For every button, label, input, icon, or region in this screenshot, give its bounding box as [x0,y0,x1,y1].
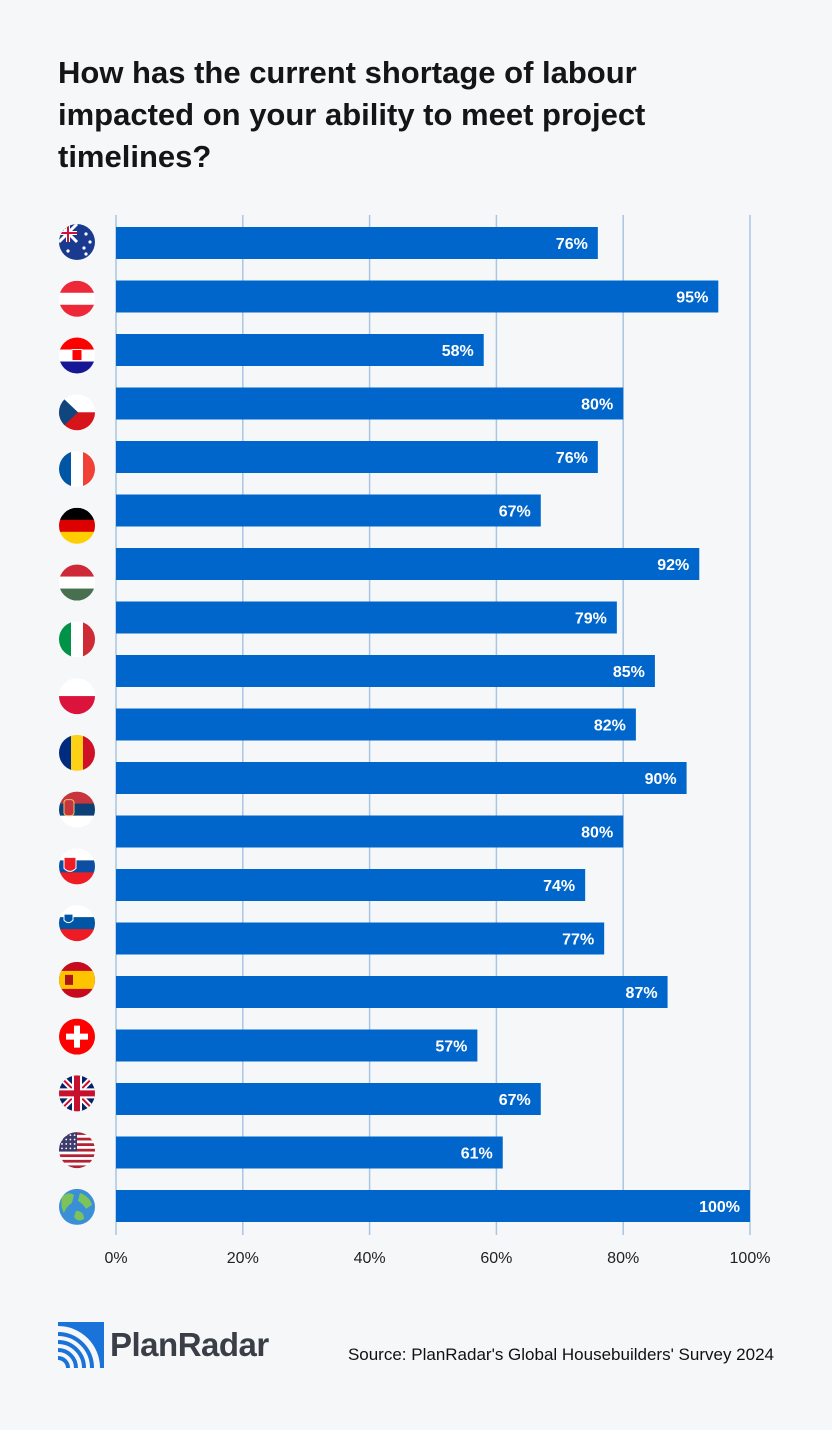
x-tick-label: 60% [480,1250,512,1267]
x-tick-label: 100% [730,1250,771,1267]
source-note: Source: PlanRadar's Global Housebuilders… [347,1345,774,1364]
bar [116,601,617,634]
logo-text: PlanRadar [110,1326,269,1363]
flag-austria-icon [59,280,95,317]
bar [116,387,624,420]
flag-spain-icon [59,961,95,998]
bar-value-label: 80% [581,397,613,414]
flag-czech-republic-icon [59,394,95,431]
flag-united-states-icon [59,1132,95,1169]
bar [116,708,636,741]
bar-value-label: 82% [594,718,626,735]
flag-australia-icon [59,224,95,260]
flag-croatia-icon [59,337,95,374]
bar [116,1136,503,1169]
bar [116,1029,478,1062]
bar [116,869,586,901]
bar-chart: 0% 20% 40% 60% 80% 100% 76% 95% 58% 80% 76% 67% 92% 7… [59,215,771,1267]
flag-united-kingdom-icon [59,1075,95,1112]
flag-poland-icon [59,678,95,715]
bar-value-label: 77% [562,932,594,949]
flag-slovakia-icon [59,848,95,885]
flag-germany-icon [59,507,95,544]
x-tick-label: 80% [607,1250,639,1267]
bar-value-label: 67% [499,1092,531,1109]
bar-value-label: 87% [626,985,658,1002]
bar-value-label: 92% [657,557,689,574]
flag-switzerland-icon [59,1018,95,1055]
bar [116,334,484,366]
bar [116,922,605,955]
bar [116,441,598,473]
bar [116,280,719,313]
bar-value-label: 85% [613,664,645,681]
x-tick-label: 0% [104,1250,127,1267]
flag-hungary-icon [59,564,95,601]
bar-value-label: 67% [499,504,531,521]
bar-value-label: 58% [442,343,474,360]
x-tick-label: 40% [354,1250,386,1267]
x-tick-label: 20% [227,1250,259,1267]
bar-value-label: 76% [556,236,588,253]
flag-italy-icon [59,621,95,658]
bar [116,976,668,1008]
bar [116,1190,750,1222]
bar [116,655,655,687]
bar [116,494,541,527]
bar [116,1083,541,1115]
bar-value-label: 61% [461,1146,493,1163]
bar-value-label: 57% [435,1039,467,1056]
bar [116,815,624,848]
bar [116,762,687,794]
flag-romania-icon [59,734,95,771]
flag-serbia-icon [59,791,95,828]
bar-value-label: 90% [645,771,677,788]
bar [116,548,700,580]
flag-slovenia-icon [59,905,95,942]
bar-value-label: 74% [543,878,575,895]
bar-value-label: 79% [575,611,607,628]
flag-france-icon [59,451,95,488]
globe-icon [59,1188,95,1225]
bar-value-label: 80% [581,825,613,842]
planradar-logo: PlanRadar [58,1322,269,1368]
bar-value-label: 95% [676,290,708,307]
planradar-logo-icon [58,1322,104,1368]
bar-value-label: 100% [699,1199,740,1216]
chart-title: How has the current shortage of labour i… [58,55,646,174]
bar-value-label: 76% [556,450,588,467]
bar [116,227,598,259]
